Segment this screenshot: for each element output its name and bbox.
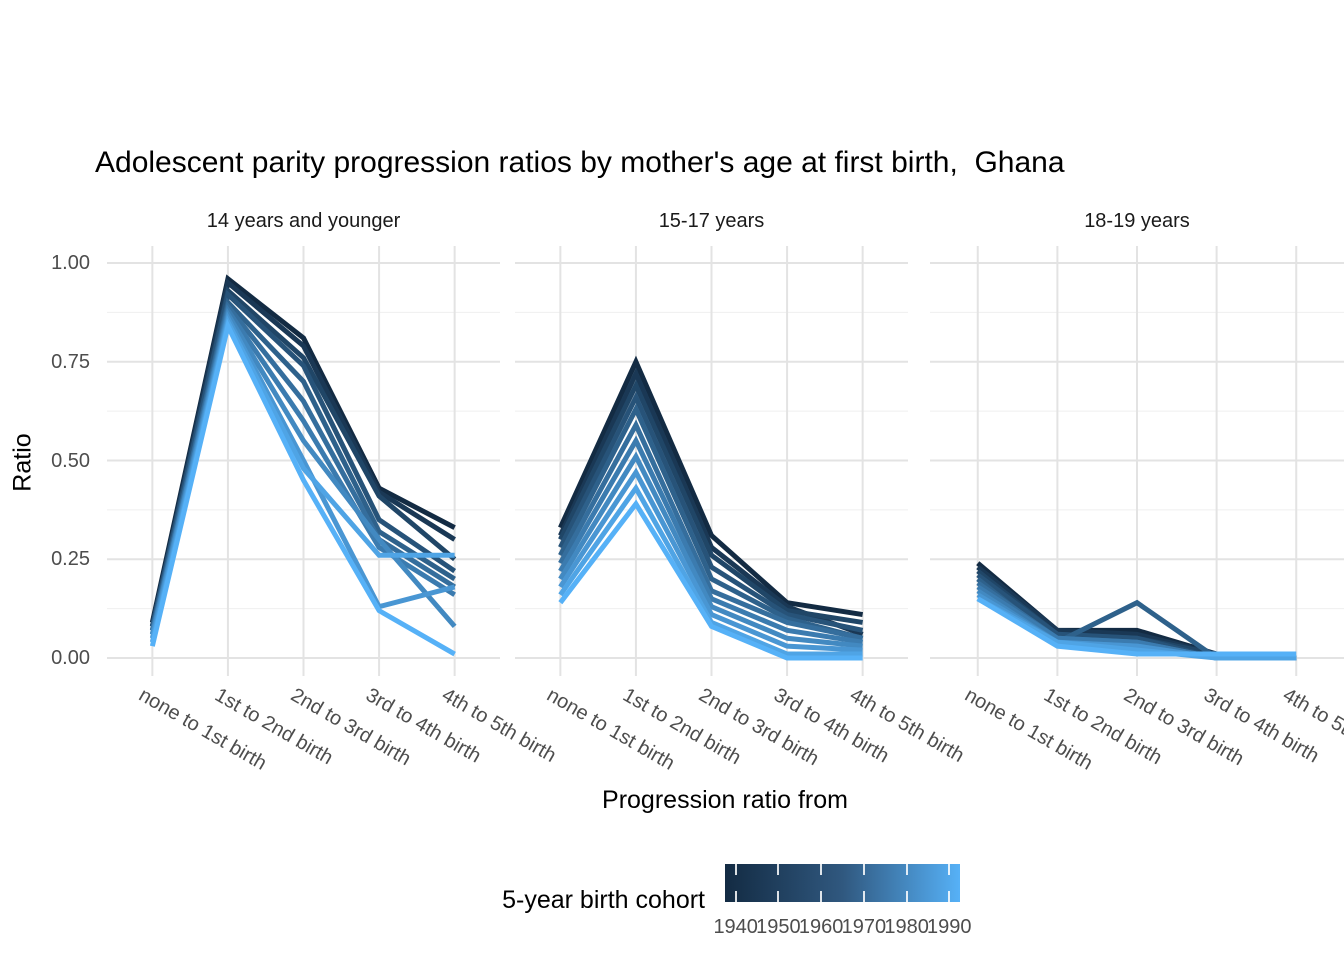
colorbar-tick: [820, 864, 823, 875]
y-tick-label: 0.00: [51, 647, 90, 669]
colorbar-tick-label: 1990: [927, 916, 972, 938]
colorbar-tick: [734, 864, 737, 875]
colorbar-tick-label: 1960: [798, 916, 844, 938]
facet-label-15-17: 15-17 years: [658, 210, 765, 232]
cohort-line-1940: [558, 355, 864, 618]
colorbar-tick: [905, 864, 908, 875]
colorbar-tick: [777, 864, 780, 875]
cohort-line-1975: [558, 451, 863, 649]
cohort-line-1965: [558, 419, 864, 641]
cohort-line-1990: [558, 499, 863, 661]
colorbar-tick: [948, 864, 951, 875]
y-tick-label: 0.75: [51, 350, 90, 373]
cohort-line-1980: [558, 467, 863, 653]
cohort-line-1970: [558, 435, 864, 645]
colorbar-tick-label: 1970: [841, 916, 887, 938]
colorbar-tick-label: 1980: [884, 916, 929, 938]
legend-colorbar: [725, 864, 960, 902]
colorbar-tick: [862, 891, 865, 902]
legend-title: 5-year birth cohort: [502, 886, 705, 914]
cohort-line-1990: [976, 596, 1297, 657]
y-tick-label: 0.25: [51, 548, 90, 571]
y-tick-label: 0.50: [51, 449, 90, 472]
cohort-line-1950: [558, 379, 864, 625]
colorbar-tick: [862, 864, 865, 875]
colorbar-tick-label: 1950: [756, 916, 801, 938]
colorbar-tick: [820, 891, 823, 902]
facet-label-18-19: 18-19 years: [1084, 210, 1190, 232]
colorbar-tick-label: 1940: [713, 916, 758, 938]
cohort-line-1990: [149, 318, 456, 657]
colorbar-tick: [734, 891, 737, 902]
colorbar-tick: [948, 891, 951, 902]
x-axis-title: Progression ratio from: [602, 786, 848, 814]
colorbar-tick: [905, 891, 908, 902]
colorbar-tick: [777, 891, 780, 902]
cohort-line-1955: [558, 391, 864, 633]
plot-title: Adolescent parity progression ratios by …: [95, 146, 1065, 179]
facet-label-14-and-younger: 14 years and younger: [206, 210, 401, 232]
y-tick-label: 1.00: [51, 252, 90, 274]
cohort-line-1960: [558, 403, 864, 641]
